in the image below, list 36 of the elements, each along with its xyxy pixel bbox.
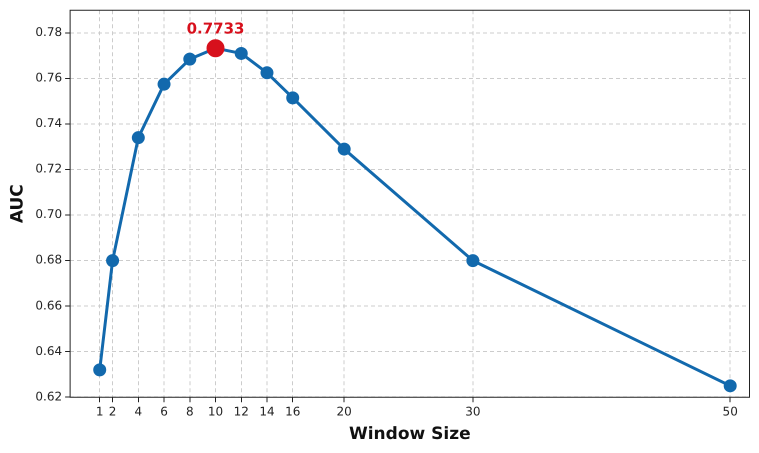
x-tick-label: 10: [208, 404, 224, 419]
y-tick-label: 0.70: [35, 207, 62, 222]
y-tick-label: 0.72: [35, 162, 62, 176]
y-axis-title: AUC: [8, 184, 28, 224]
x-tick-label: 20: [336, 404, 352, 419]
x-tick-label: 4: [134, 404, 142, 419]
point: [286, 91, 300, 104]
point: [132, 131, 145, 144]
point: [234, 46, 248, 60]
x-tick-label: 2: [108, 404, 116, 419]
y-tick-label: 0.68: [35, 252, 62, 267]
x-tick-label: 30: [465, 404, 480, 419]
y-tick-label: 0.66: [35, 298, 62, 312]
x-axis-title: Window Size: [348, 424, 471, 444]
point: [106, 254, 120, 268]
point: [466, 254, 480, 268]
x-tick-label: 14: [259, 404, 275, 419]
point: [724, 379, 737, 392]
x-tick-label: 12: [234, 404, 249, 419]
annotation: 0.7733: [186, 20, 244, 38]
x-tick-label: 16: [285, 404, 300, 419]
x-tick-label: 6: [160, 404, 168, 419]
point: [158, 78, 171, 91]
x-tick-label: 50: [722, 404, 738, 419]
y-tick-label: 0.74: [35, 116, 62, 130]
point: [206, 39, 225, 58]
y-tick-label: 0.78: [35, 25, 62, 40]
x-tick-label: 8: [186, 404, 194, 419]
y-tick-label: 0.62: [35, 389, 62, 404]
x-tick-label: 1: [96, 404, 104, 419]
point: [183, 52, 196, 66]
point: [260, 66, 274, 80]
point: [338, 142, 351, 156]
y-tick-label: 0.76: [35, 70, 62, 85]
y-tick-label: 0.64: [35, 344, 62, 358]
point: [93, 363, 106, 376]
